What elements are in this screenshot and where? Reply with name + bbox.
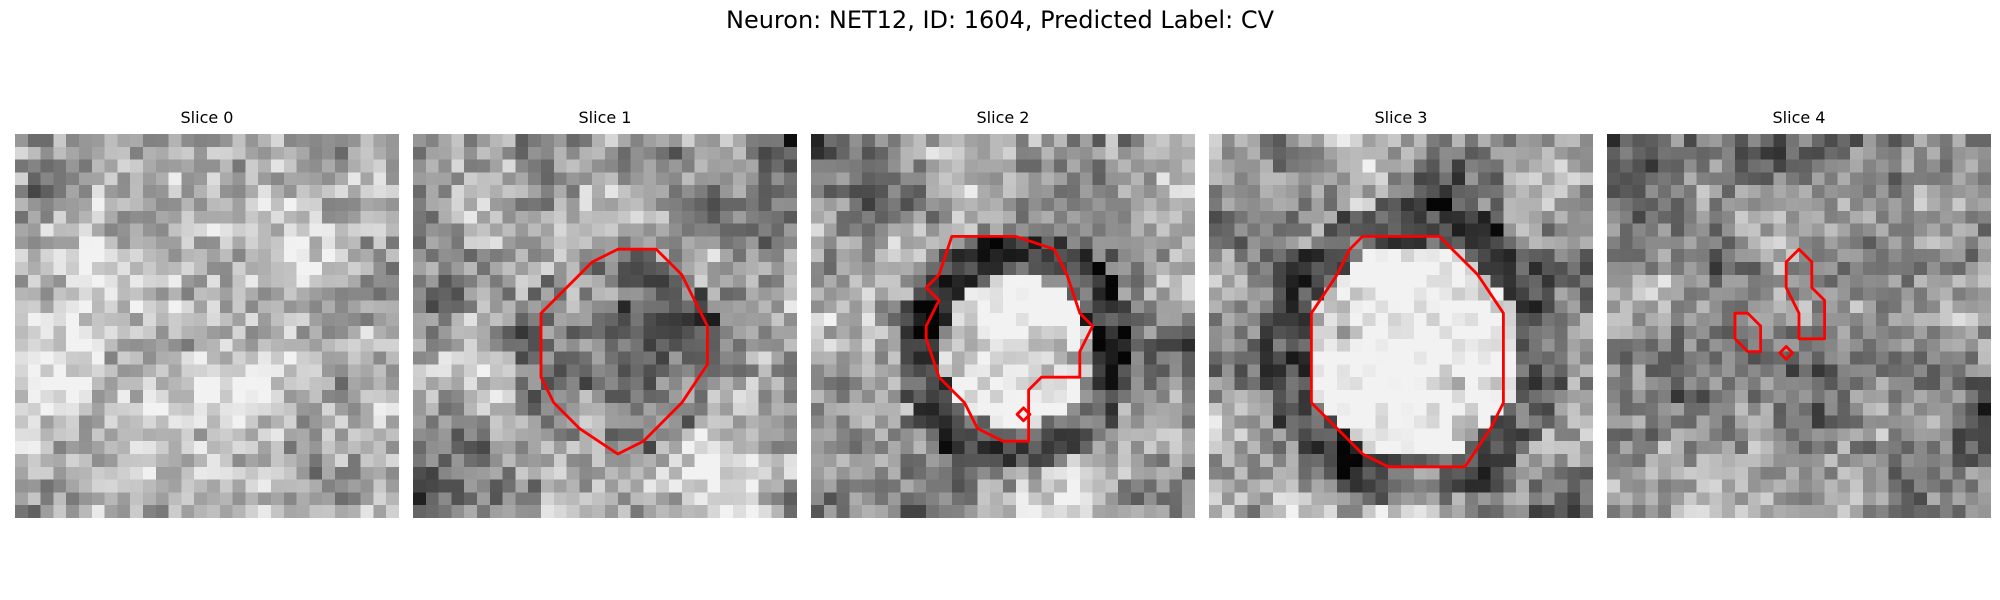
panel-slice-3: Slice 3 (1209, 107, 1593, 518)
pixel-grid (1209, 134, 1593, 518)
panel-title: Slice 1 (578, 108, 632, 127)
slice-image (15, 134, 399, 518)
slice-image (413, 134, 797, 518)
contour-outline (539, 247, 709, 456)
slice-image (811, 134, 1195, 518)
contour-outline (1733, 311, 1763, 354)
contour-outline (924, 234, 1095, 443)
panel-title: Slice 4 (1772, 108, 1826, 127)
pixel-grid (1607, 134, 1991, 518)
pixel-grid (413, 134, 797, 518)
pixel-grid (811, 134, 1195, 518)
slice-image (1209, 134, 1593, 518)
panel-title: Slice 2 (976, 108, 1030, 127)
slice-image (1607, 134, 1991, 518)
contour-outline (1778, 345, 1795, 361)
contour-outline (1784, 247, 1827, 341)
panel-title: Slice 3 (1374, 108, 1428, 127)
pixel-grid (15, 134, 399, 518)
panel-slice-0: Slice 0 (15, 107, 399, 518)
panel-slice-1: Slice 1 (413, 107, 797, 518)
contour-outline (1309, 234, 1505, 469)
contour-outline (1015, 406, 1032, 423)
panel-slice-4: Slice 4 (1607, 107, 1991, 518)
panel-title: Slice 0 (180, 108, 234, 127)
panel-slice-2: Slice 2 (811, 107, 1195, 518)
figure-title: Neuron: NET12, ID: 1604, Predicted Label… (726, 6, 1274, 34)
